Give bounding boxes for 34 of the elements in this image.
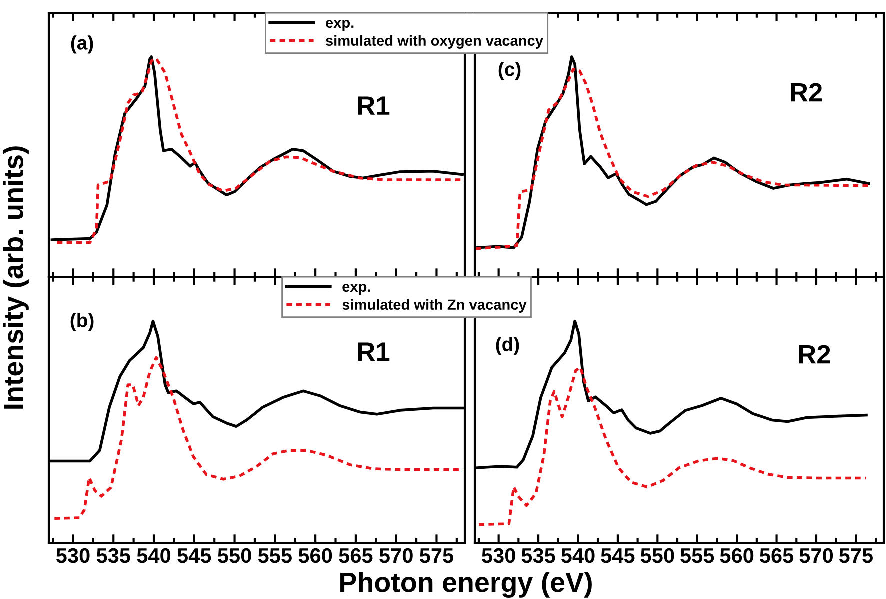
x-tick-label: 560: [298, 548, 332, 564]
x-tick-label: 530: [482, 548, 516, 564]
x-tick-label: 550: [218, 548, 252, 564]
text: (a): [71, 36, 94, 54]
x-tick-label: 535: [522, 548, 556, 564]
x-tick-label: 565: [339, 548, 373, 564]
x-tick-label: 570: [800, 548, 834, 564]
x-tick-label: 570: [380, 548, 413, 564]
annotation: R1: [358, 96, 390, 115]
x-tick-label: 535: [96, 548, 130, 564]
annotation: R1: [358, 342, 390, 361]
x-tick-label: 530: [56, 548, 90, 564]
x-tick-label: 565: [760, 548, 794, 564]
x-tick-label: 555: [680, 548, 714, 564]
y-axis-title: Intensity (arb. units): [3, 146, 29, 409]
legend-label: simulated with Zn vacancy: [342, 299, 527, 313]
x-tick-label: 540: [137, 548, 171, 564]
x-tick-label: 550: [640, 548, 674, 564]
annotation: (b): [70, 313, 94, 332]
legend-label: exp.: [342, 284, 370, 295]
x-tick-label: 555: [258, 548, 292, 564]
annotation: R2: [791, 83, 822, 102]
x-axis-title: Photon energy (eV): [340, 572, 592, 598]
x-tick-label: 545: [178, 548, 212, 564]
legend-label: simulated with oxygen vacancy: [326, 35, 544, 50]
x-tick-label: 560: [720, 548, 754, 564]
x-tick-label: 575: [420, 548, 454, 564]
x-tick-label: 545: [601, 548, 635, 564]
x-tick-label: 540: [562, 548, 595, 564]
annotation: (c): [498, 62, 521, 80]
legend-label: exp.: [326, 20, 354, 31]
annotation: (d): [496, 337, 520, 356]
annotation: R2: [799, 345, 830, 364]
x-tick-label: 575: [839, 548, 874, 564]
